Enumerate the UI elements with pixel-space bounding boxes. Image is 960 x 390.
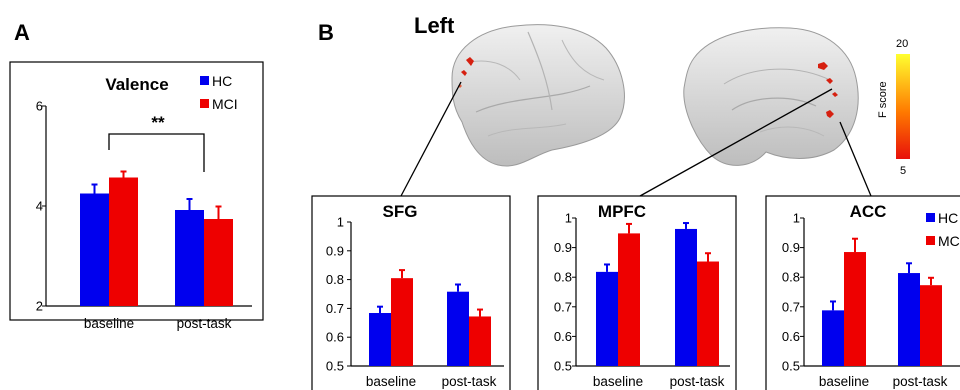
- chart-mpfc: MPFC 0.5 0.6 0.7 0.8 0.9 1 baseline post-task: [554, 202, 730, 389]
- colorbar-min-label: 5: [900, 165, 906, 177]
- brain-medial-view: [683, 27, 859, 166]
- valence-legend-label-mci: MCI: [212, 96, 238, 112]
- panel-a-label: A: [14, 20, 30, 45]
- acc-legend-swatch-hc: [926, 213, 935, 222]
- significance-bracket: **: [108, 113, 205, 172]
- valence-bar-hc-baseline: [80, 193, 109, 306]
- panel-valence-frame: [9, 61, 264, 321]
- mpfc-y-tick-label: 0.9: [554, 240, 572, 255]
- valence-legend-swatch-hc: [200, 76, 209, 85]
- sfg-y-tick-label: 0.9: [326, 243, 344, 258]
- mpfc-bar-mci-baseline: [618, 233, 640, 366]
- sfg-category-label: baseline: [366, 374, 416, 389]
- mpfc-title: MPFC: [598, 202, 646, 221]
- sfg-y-tick-label: 1: [337, 215, 344, 230]
- mpfc-category-label: post-task: [670, 374, 725, 389]
- sfg-bar-hc-baseline: [369, 313, 391, 366]
- sfg-bar-hc-post-task: [447, 291, 469, 366]
- mpfc-category-label: baseline: [593, 374, 643, 389]
- acc-bar-hc-post-task: [898, 273, 920, 366]
- colorbar: 20 5 F score: [877, 38, 910, 177]
- chart-valence: Valence 2 4 6 baseline post-task HC MCI: [36, 73, 252, 331]
- panel-mpfc-frame: [537, 195, 737, 390]
- valence-y-tick-label: 4: [36, 199, 43, 214]
- valence-bar-hc-post-task: [175, 210, 204, 306]
- acc-category-label: baseline: [819, 374, 869, 389]
- acc-bar-hc-baseline: [822, 310, 844, 366]
- acc-category-label: post-task: [893, 374, 948, 389]
- valence-bar-mci-post-task: [204, 219, 233, 306]
- valence-category-label: baseline: [84, 316, 134, 331]
- chart-sfg: SFG 0.5 0.6 0.7 0.8 0.9 1 baseline post-task: [326, 202, 504, 389]
- acc-y-tick-label: 0.9: [782, 240, 800, 255]
- acc-legend-swatch-mci: [926, 236, 935, 245]
- sfg-y-tick-label: 0.7: [326, 301, 344, 316]
- significance-label: **: [151, 113, 165, 132]
- acc-y-tick-label: 0.5: [782, 359, 800, 374]
- sfg-y-tick-label: 0.6: [326, 330, 344, 345]
- sfg-bar-mci-post-task: [469, 316, 491, 366]
- chart-acc: ACC 0.5 0.6 0.7 0.8 0.9 1 baseline post-task HC MC…: [782, 202, 960, 389]
- acc-y-tick-label: 1: [793, 211, 800, 226]
- mpfc-y-tick-label: 0.6: [554, 329, 572, 344]
- valence-legend-label-hc: HC: [212, 73, 232, 89]
- acc-title: ACC: [850, 202, 887, 221]
- valence-legend-swatch-mci: [200, 99, 209, 108]
- sfg-y-tick-label: 0.5: [326, 359, 344, 374]
- acc-y-tick-label: 0.8: [782, 270, 800, 285]
- colorbar-title: F score: [877, 81, 889, 118]
- colorbar-max-label: 20: [896, 38, 908, 50]
- mpfc-bar-mci-post-task: [697, 261, 719, 366]
- panel-acc-frame: [765, 195, 960, 390]
- callout-lines: [400, 81, 872, 197]
- hemisphere-label: Left: [414, 13, 455, 38]
- valence-y-tick-label: 6: [36, 99, 43, 114]
- sfg-category-label: post-task: [442, 374, 497, 389]
- valence-bar-mci-baseline: [109, 177, 138, 306]
- sfg-title: SFG: [383, 202, 418, 221]
- brain-lateral-view: [451, 24, 625, 167]
- mpfc-bar-hc-baseline: [596, 271, 618, 366]
- panel-sfg-frame: [311, 195, 511, 390]
- colorbar-gradient: [896, 54, 910, 159]
- mpfc-y-tick-label: 0.5: [554, 359, 572, 374]
- mpfc-y-tick-label: 0.8: [554, 270, 572, 285]
- acc-legend-label-hc: HC: [938, 210, 958, 226]
- acc-bar-mci-post-task: [920, 285, 942, 366]
- acc-y-tick-label: 0.6: [782, 329, 800, 344]
- valence-title: Valence: [105, 75, 168, 94]
- mpfc-bar-hc-post-task: [675, 228, 697, 366]
- mpfc-y-tick-label: 1: [565, 211, 572, 226]
- sfg-y-tick-label: 0.8: [326, 272, 344, 287]
- acc-legend-label-mci: MCI: [938, 233, 960, 249]
- acc-y-tick-label: 0.7: [782, 299, 800, 314]
- valence-category-label: post-task: [177, 316, 232, 331]
- panel-b-label: B: [318, 20, 334, 45]
- sfg-bar-mci-baseline: [391, 278, 413, 366]
- valence-y-tick-label: 2: [36, 299, 43, 314]
- mpfc-y-tick-label: 0.7: [554, 299, 572, 314]
- acc-bar-mci-baseline: [844, 252, 866, 366]
